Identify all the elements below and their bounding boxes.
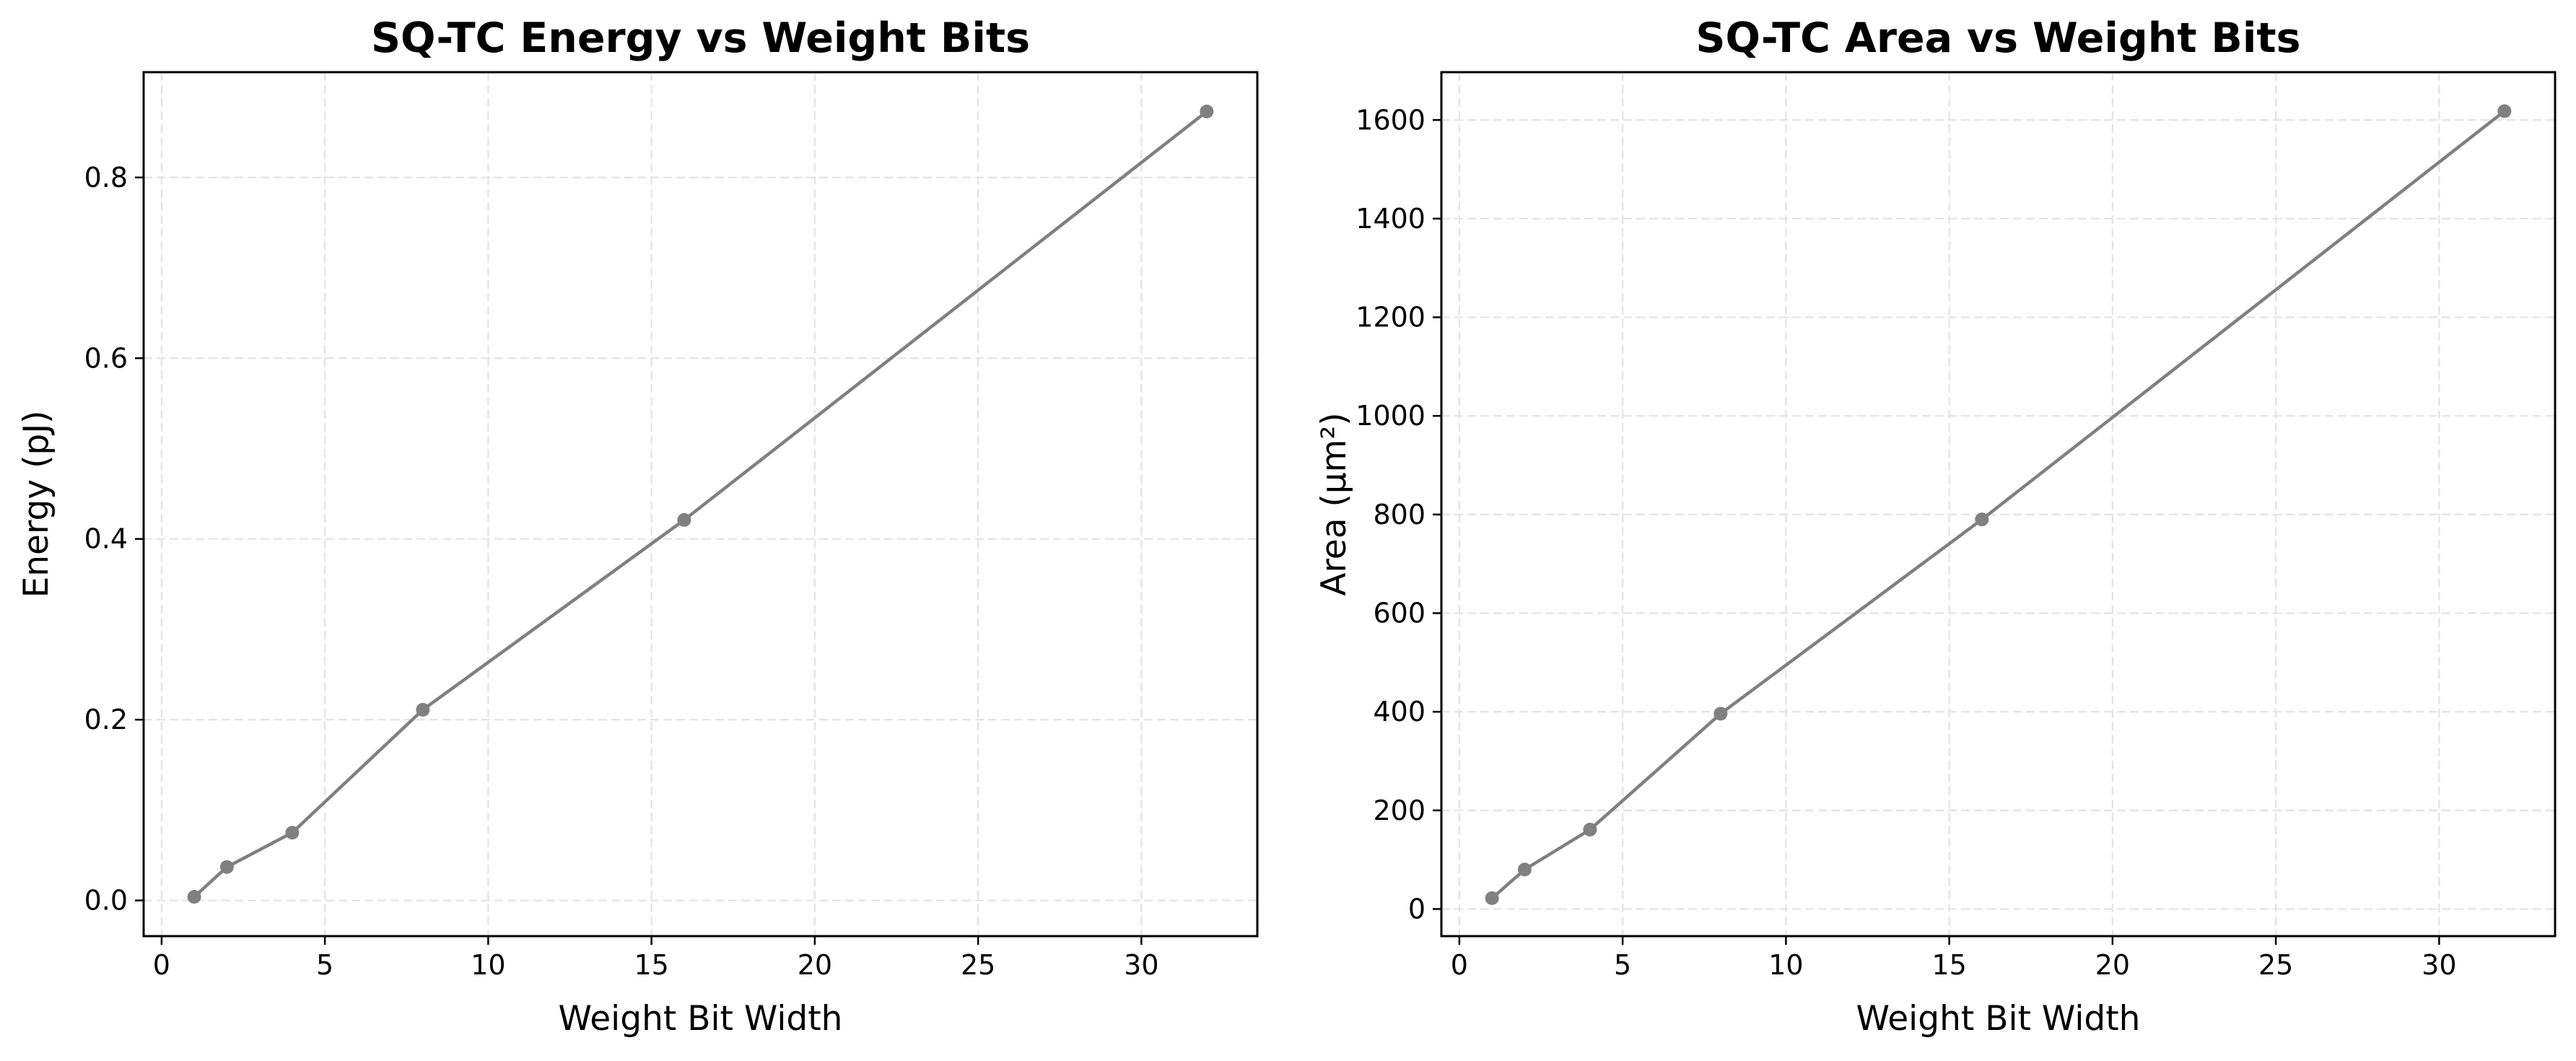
area-x-tick-label: 30 xyxy=(2422,949,2456,981)
area-data-point xyxy=(1975,512,1989,527)
area-y-tick-label: 200 xyxy=(1373,795,1425,826)
area-x-tick-label: 25 xyxy=(2258,949,2293,981)
area-y-tick-label: 800 xyxy=(1373,499,1425,530)
energy-data-point xyxy=(677,512,691,527)
area-data-point xyxy=(1713,707,1728,721)
energy-x-tick-label: 5 xyxy=(316,949,333,981)
area-data-point xyxy=(1517,863,1532,877)
energy-data-point xyxy=(187,890,201,904)
area-data-point xyxy=(1485,891,1499,905)
area-x-tick-label: 15 xyxy=(1931,949,1966,981)
area-series xyxy=(1485,104,2512,905)
area-y-axis-label: Area (µm²) xyxy=(1314,412,1354,595)
energy-y-tick-label: 0.4 xyxy=(84,523,128,555)
energy-x-tick-label: 0 xyxy=(153,949,170,981)
energy-data-point xyxy=(1200,104,1214,118)
energy-chart-title: SQ-TC Energy vs Weight Bits xyxy=(371,14,1030,62)
area-series-line xyxy=(1490,110,2506,900)
energy-ticks: 0 5 10 15 20 25 30 0.0 0.2 0.4 0.6 0.8 xyxy=(84,162,1159,981)
area-x-tick-label: 10 xyxy=(1768,949,1803,981)
energy-plot-frame xyxy=(142,71,1259,938)
area-y-tick-label: 1600 xyxy=(1355,104,1425,136)
energy-data-point xyxy=(416,702,430,717)
energy-y-tick-label: 0.2 xyxy=(84,704,128,735)
area-y-tick-label: 400 xyxy=(1373,696,1425,728)
area-x-tick-label: 5 xyxy=(1614,949,1631,981)
energy-x-tick-label: 10 xyxy=(471,949,505,981)
area-y-tick-label: 1400 xyxy=(1355,203,1425,235)
energy-x-axis-label: Weight Bit Width xyxy=(559,999,843,1039)
energy-series-line xyxy=(193,110,1208,899)
area-y-tick-label: 600 xyxy=(1373,597,1425,629)
area-ticks: 0 5 10 15 20 25 30 0 200 400 600 800 1000 1200 1400 160… xyxy=(1355,104,2456,981)
energy-y-tick-label: 0.0 xyxy=(84,885,128,917)
energy-y-tick-label: 0.6 xyxy=(84,342,128,374)
energy-y-tick-label: 0.8 xyxy=(84,162,128,193)
energy-x-tick-label: 20 xyxy=(798,949,832,981)
energy-grid xyxy=(144,72,1257,936)
energy-data-point xyxy=(219,860,234,874)
energy-chart: 0 5 10 15 20 25 30 0.0 0.2 0.4 0.6 0.8 SQ-TC Energy… xyxy=(17,14,1259,1039)
energy-x-tick-label: 25 xyxy=(961,949,995,981)
energy-x-tick-label: 30 xyxy=(1124,949,1158,981)
area-y-tick-label: 1000 xyxy=(1355,400,1425,432)
area-plot-frame xyxy=(1440,71,2557,938)
energy-series xyxy=(187,104,1214,904)
area-data-point xyxy=(2497,104,2512,118)
area-chart: 0 5 10 15 20 25 30 0 200 400 600 800 1000 1200 1400 160… xyxy=(1314,14,2557,1039)
area-chart-title: SQ-TC Area vs Weight Bits xyxy=(1695,14,2300,62)
area-data-point xyxy=(1583,822,1597,837)
area-y-tick-label: 0 xyxy=(1408,893,1425,925)
energy-data-point xyxy=(285,826,300,840)
area-x-tick-label: 20 xyxy=(2095,949,2130,981)
area-y-tick-label: 1200 xyxy=(1355,302,1425,333)
area-x-axis-label: Weight Bit Width xyxy=(1856,999,2141,1039)
area-x-tick-label: 0 xyxy=(1451,949,1468,981)
energy-x-tick-label: 15 xyxy=(634,949,668,981)
energy-y-axis-label: Energy (pJ) xyxy=(17,411,56,598)
area-grid xyxy=(1441,72,2555,936)
